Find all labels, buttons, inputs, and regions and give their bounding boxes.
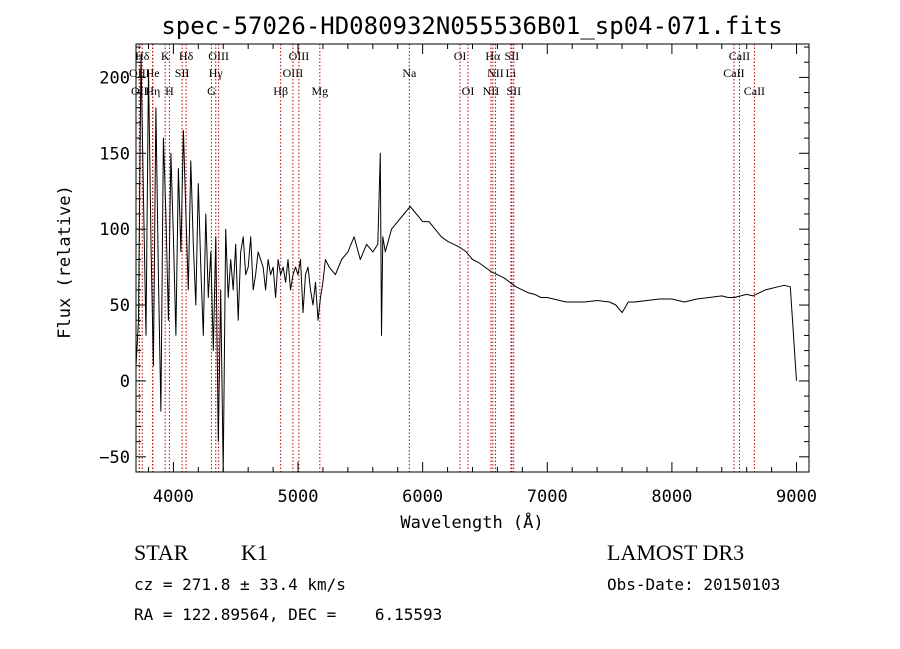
survey-name: LAMOST DR3 [607, 540, 744, 565]
spectral-line-label: CaII [723, 66, 744, 80]
spectral-line-label: SII [506, 84, 521, 98]
spectral-line-label: Hβ [273, 84, 288, 98]
x-axis-label: Wavelength (Å) [400, 511, 543, 533]
redshift-value: cz = 271.8 ± 33.4 km/s [134, 575, 346, 594]
y-tick-label: 0 [120, 372, 130, 392]
spectral-line-label: Hη [145, 84, 160, 98]
spectral-line-label: CaII [729, 49, 750, 63]
x-tick-label: 7000 [527, 487, 568, 507]
axis-ticks: 4000 5000 6000 7000 8000 9000 −50 0 50 100 150 200 [99, 44, 817, 507]
spectral-line-label: K [161, 49, 170, 63]
y-tick-label: 100 [99, 220, 130, 240]
spectral-line-label: CaII [744, 84, 765, 98]
plot-frame [135, 43, 810, 473]
coordinates: RA = 122.89564, DEC = 6.15593 [134, 605, 442, 624]
spectral-line-label: Na [402, 66, 417, 80]
spectral-line-label: NII [483, 84, 500, 98]
y-tick-label: 200 [99, 68, 130, 88]
spectral-line-label: G [207, 84, 216, 98]
spectral-line-label: Hγ [209, 66, 224, 80]
spectral-line-label: Mg [311, 84, 328, 98]
x-tick-label: 6000 [402, 487, 443, 507]
spectrum-series [135, 54, 797, 473]
y-tick-label: 150 [99, 144, 130, 164]
x-tick-label: 4000 [153, 487, 194, 507]
spectral-line-label: Hδ [179, 49, 194, 63]
spectral-line-label: Hα [485, 49, 501, 63]
spectral-line-label: Li [506, 66, 517, 80]
spectral-line-label: OII [131, 84, 148, 98]
spectral-line-label: OIII [208, 49, 229, 63]
y-tick-label: −50 [99, 448, 130, 468]
x-tick-label: 8000 [651, 487, 692, 507]
y-tick-label: 50 [110, 296, 130, 316]
y-axis-label: Flux (relative) [55, 185, 75, 339]
spectral-line-label: SII [175, 66, 190, 80]
spectral-line-label: Hδ [135, 49, 150, 63]
spectral-line-label: H [165, 84, 174, 98]
x-tick-label: 9000 [776, 487, 817, 507]
spectral-line-label: OIII [289, 49, 310, 63]
x-tick-label: 5000 [278, 487, 319, 507]
chart-title: spec-57026-HD080932N055536B01_sp04-071.f… [161, 12, 782, 40]
spectral-line-label: OI [462, 84, 475, 98]
object-class: STAR [134, 540, 189, 565]
observation-date: Obs-Date: 20150103 [607, 575, 780, 594]
object-subclass: K1 [241, 540, 268, 565]
spectrum-line [135, 54, 797, 473]
spectral-line-label: OI [454, 49, 467, 63]
spectral-line-label: NII [487, 66, 504, 80]
spectral-line-label: OIII [283, 66, 304, 80]
spectral-line-label: SII [505, 49, 520, 63]
